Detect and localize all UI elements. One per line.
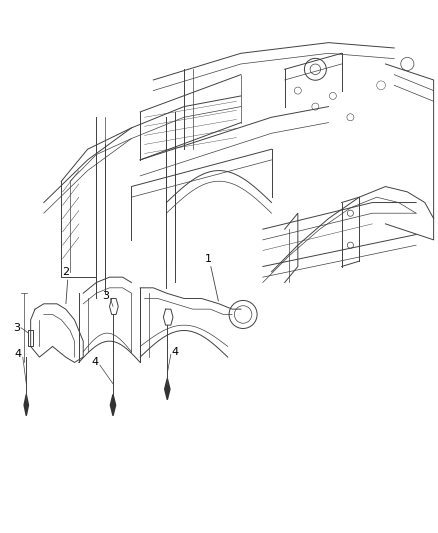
Text: 1: 1 bbox=[205, 254, 212, 263]
Text: 4: 4 bbox=[92, 358, 99, 367]
Polygon shape bbox=[110, 394, 116, 416]
Text: 2: 2 bbox=[62, 267, 69, 277]
Text: 4: 4 bbox=[15, 350, 22, 359]
Text: 3: 3 bbox=[102, 291, 110, 301]
Polygon shape bbox=[165, 378, 170, 400]
Text: 4: 4 bbox=[172, 347, 179, 357]
Text: 3: 3 bbox=[13, 323, 20, 333]
Polygon shape bbox=[24, 394, 28, 416]
